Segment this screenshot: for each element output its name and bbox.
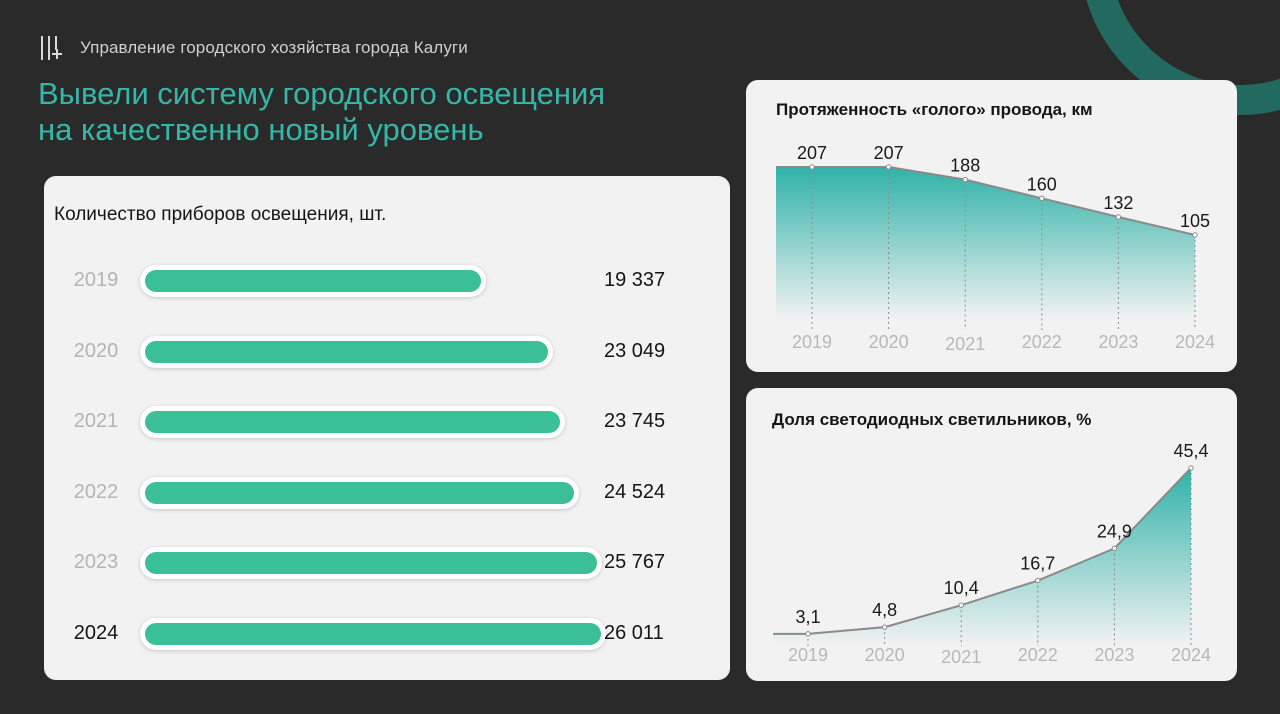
data-label: 24,9 xyxy=(1097,521,1132,541)
data-point xyxy=(1188,465,1194,471)
bar xyxy=(140,406,565,438)
data-point xyxy=(1111,545,1118,552)
bar-fill xyxy=(145,270,481,292)
slide-title-line-1: Вывели систему городского освещения xyxy=(38,76,606,111)
header: Управление городского хозяйства города К… xyxy=(38,34,468,62)
bar-fill xyxy=(145,411,560,433)
data-label: 3,1 xyxy=(795,607,820,627)
data-label: 45,4 xyxy=(1173,441,1208,461)
data-label: 10,4 xyxy=(944,578,979,598)
bar-value-label: 23 049 xyxy=(604,339,666,362)
bar-row: 2023 25 767 xyxy=(44,543,730,583)
bar-year-label: 2021 xyxy=(73,410,119,432)
bar-year-label: 2019 xyxy=(73,269,119,291)
data-label: 160 xyxy=(1027,174,1057,194)
data-label: 188 xyxy=(950,156,980,176)
bar-year-label: 2020 xyxy=(73,339,119,362)
x-tick-label: 2023 xyxy=(1098,332,1138,352)
bare-wire-card: Протяженность «голого» провода, км 207 20… xyxy=(746,80,1237,372)
data-point xyxy=(885,164,892,170)
slide-title-line-2: на качественно новый уровень xyxy=(38,112,484,147)
bar xyxy=(140,547,602,579)
bar-fill xyxy=(145,552,597,574)
data-point xyxy=(809,164,815,170)
x-tick-label: 2019 xyxy=(792,332,832,352)
bar xyxy=(140,476,579,509)
bar-year-label: 2023 xyxy=(73,551,119,573)
x-tick-label: 2021 xyxy=(945,334,985,354)
x-tick-label: 2024 xyxy=(1171,645,1211,665)
bar-row: 2022 24 524 xyxy=(44,473,730,513)
data-label: 105 xyxy=(1180,211,1210,231)
data-point xyxy=(962,176,968,183)
bar-fill xyxy=(145,622,601,645)
bar-row: 2019 19 337 xyxy=(44,261,730,301)
bare-wire-area-chart: 207 2019 207 2020 188 2021 160 2022 132 2023 105 20… xyxy=(776,143,1215,354)
bar-value-label: 23 745 xyxy=(604,410,666,432)
data-point xyxy=(1115,214,1122,220)
x-tick-label: 2023 xyxy=(1094,645,1134,665)
data-label: 132 xyxy=(1103,193,1133,213)
lighting-devices-card: Количество приборов освещения, шт. 2019 1… xyxy=(44,176,730,680)
data-point xyxy=(958,602,964,608)
bar xyxy=(140,335,553,368)
data-label: 16,7 xyxy=(1020,554,1055,574)
led-share-card: Доля светодиодных светильников, % 3,1 201… xyxy=(746,388,1237,681)
area-fill xyxy=(776,167,1195,320)
bar-row: 2024 26 011 xyxy=(44,614,730,654)
data-point xyxy=(881,624,888,630)
bar-value-label: 24 524 xyxy=(604,480,666,503)
data-label: 4,8 xyxy=(872,600,897,620)
x-tick-label: 2020 xyxy=(869,332,909,352)
bar-row: 2020 23 049 xyxy=(44,332,730,372)
bar xyxy=(140,265,486,297)
bar-fill xyxy=(145,481,574,504)
chart-title: Протяженность «голого» провода, км xyxy=(776,100,1093,119)
bar-year-label: 2022 xyxy=(73,480,119,503)
chart-title: Количество приборов освещения, шт. xyxy=(54,204,387,225)
bar-value-label: 25 767 xyxy=(604,551,666,573)
bar-row: 2021 23 745 xyxy=(44,402,730,442)
data-point xyxy=(805,631,811,637)
chart-title: Доля светодиодных светильников, % xyxy=(772,410,1092,429)
data-point xyxy=(1039,195,1045,202)
organization-name: Управление городского хозяйства города К… xyxy=(80,38,468,57)
x-tick-label: 2024 xyxy=(1175,332,1215,352)
led-share-area-chart: 3,1 2019 4,8 2020 10,4 2021 16,7 2022 24,9 2023 45… xyxy=(773,441,1211,667)
data-point xyxy=(1035,577,1041,584)
x-tick-label: 2021 xyxy=(941,647,981,667)
data-label: 207 xyxy=(874,143,904,163)
slide-title: Вывели систему городского освещения на к… xyxy=(38,76,605,148)
organization-logo-icon xyxy=(41,36,62,60)
area-fill xyxy=(773,468,1191,646)
bar-year-label: 2024 xyxy=(73,621,119,644)
bar-fill xyxy=(145,340,548,363)
data-point xyxy=(1192,232,1198,238)
x-tick-label: 2022 xyxy=(1018,645,1058,665)
x-tick-label: 2020 xyxy=(865,645,905,665)
x-tick-label: 2019 xyxy=(788,645,828,665)
data-label: 207 xyxy=(797,143,827,163)
x-tick-label: 2022 xyxy=(1022,332,1062,352)
bar-value-label: 26 011 xyxy=(604,621,664,644)
bar-value-label: 19 337 xyxy=(604,269,666,291)
bar xyxy=(140,617,606,650)
